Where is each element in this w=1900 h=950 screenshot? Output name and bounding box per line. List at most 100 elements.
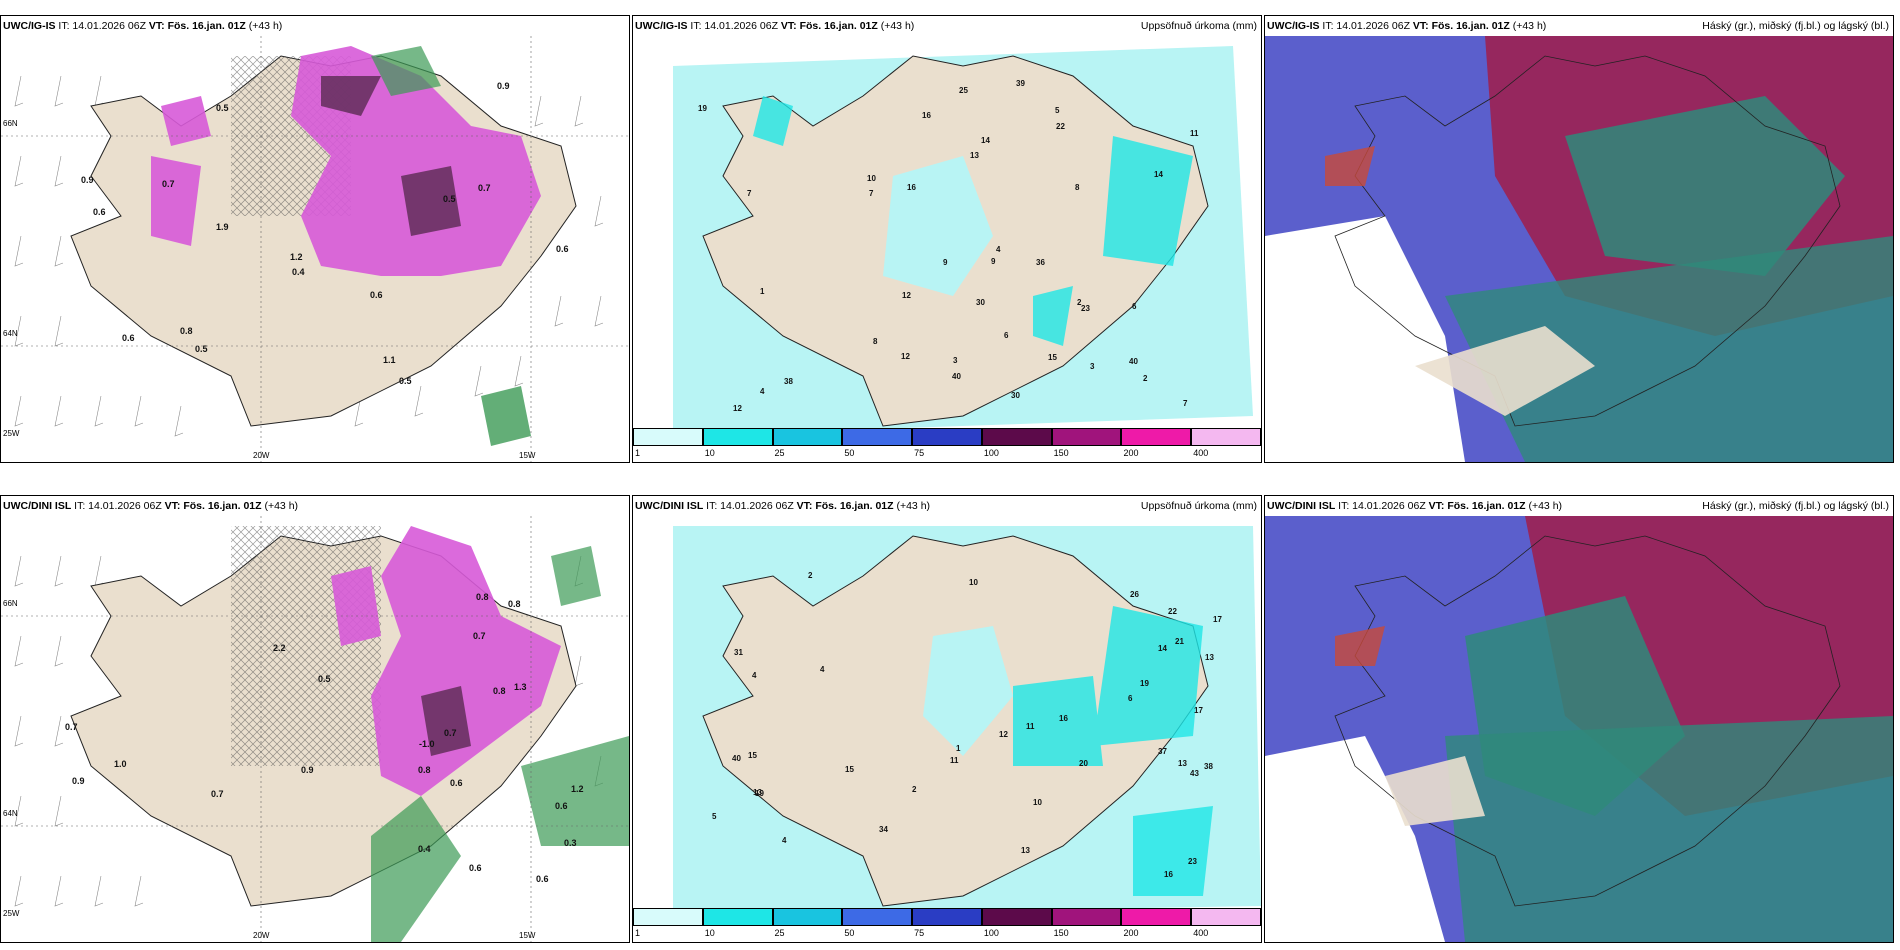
value-label: 16 [1059, 714, 1068, 723]
value-label: 0.9 [81, 175, 94, 185]
value-label: 31 [734, 648, 743, 657]
value-label: 0.6 [122, 333, 135, 343]
precip-map[interactable]: 4643016394053877122515102191119384036232… [633, 36, 1261, 462]
colorbar-tick-label: 50 [844, 928, 855, 938]
value-label: 11 [1190, 129, 1199, 138]
value-label: 10 [867, 174, 876, 183]
value-label: 2 [912, 785, 917, 794]
value-label: 0.6 [556, 244, 569, 254]
value-label: 37 [1158, 747, 1167, 756]
value-label: 17 [1194, 706, 1203, 715]
value-label: 0.5 [318, 674, 331, 684]
value-label: 0.9 [301, 765, 314, 775]
value-label: 0.5 [443, 194, 456, 204]
value-label: 0.7 [478, 183, 491, 193]
panel-header: UWC/IG-IS IT: 14.01.2026 06Z VT: Fös. 16… [633, 16, 1261, 36]
lat-label-66n: 66N [3, 119, 18, 128]
value-label: 0.7 [65, 722, 78, 732]
value-label: 1.1 [383, 355, 396, 365]
colorbar-tick-label: 150 [1053, 448, 1069, 458]
value-label: -1.0 [419, 739, 435, 749]
colorbar-tick-label: 10 [704, 928, 715, 938]
value-label: 0.8 [476, 592, 489, 602]
value-label: 0.9 [497, 81, 510, 91]
value-label: 30 [1011, 391, 1020, 400]
value-label: 8 [1075, 183, 1080, 192]
value-label: 15 [845, 765, 854, 774]
value-label: 9 [991, 257, 996, 266]
value-label: 6 [1132, 302, 1137, 311]
value-label: 3 [953, 356, 958, 365]
value-label: 11 [1026, 722, 1035, 731]
colorbar-tick-label: 400 [1193, 448, 1209, 458]
value-label: 23 [1081, 304, 1090, 313]
wind-map[interactable]: 0.8 1.2 0.8 0.6 0.4 0.7 1.3 0.5 0.3 0.6 0.7 -1.0 0.9… [1, 516, 629, 942]
value-label: 40 [732, 754, 741, 763]
colorbar-tick-label: 1 [635, 928, 641, 938]
colorbar-swatch [981, 908, 1052, 926]
value-label: 10 [969, 578, 978, 587]
colorbar-swatch [1051, 908, 1122, 926]
lat-label-64n: 64N [3, 329, 18, 338]
map-panel-wind-top: UWC/IG-IS IT: 14.01.2026 06Z VT: Fös. 16… [0, 15, 630, 463]
panel-header: UWC/IG-IS IT: 14.01.2026 06Z VT: Fös. 16… [1265, 16, 1893, 36]
colorbar-swatch [702, 908, 773, 926]
colorbar-tick-label: 150 [1053, 928, 1069, 938]
value-label: 13 [1205, 653, 1214, 662]
colorbar-tick-label: 200 [1123, 448, 1139, 458]
lon-label-20w: 20W [253, 931, 270, 940]
value-label: 1.2 [571, 784, 584, 794]
lat-label-25w: 25W [3, 429, 20, 438]
value-label: 0.6 [450, 778, 463, 788]
value-label: 7 [747, 189, 752, 198]
value-label: 26 [1130, 590, 1139, 599]
value-label: 0.7 [444, 728, 457, 738]
lon-label-15w: 15W [519, 931, 536, 940]
colorbar-tick-label: 25 [774, 448, 785, 458]
value-label: 43 [1190, 769, 1199, 778]
colorbar-swatch [1051, 428, 1122, 446]
value-label: 0.6 [555, 801, 568, 811]
value-label: 0.6 [370, 290, 383, 300]
colorbar-tick-label: 25 [774, 928, 785, 938]
value-label: 2 [1143, 374, 1148, 383]
value-label: 2 [808, 571, 813, 580]
colorbar-tick-label: 50 [844, 448, 855, 458]
value-label: 6 [1128, 694, 1133, 703]
value-label: 14 [981, 136, 990, 145]
colorbar-swatch [1121, 428, 1192, 446]
value-label: 0.8 [180, 326, 193, 336]
value-label: 13 [753, 788, 762, 797]
value-label: 36 [1036, 258, 1045, 267]
value-label: 16 [1164, 870, 1173, 879]
value-label: 5 [712, 812, 717, 821]
value-label: 16 [922, 111, 931, 120]
value-label: 7 [869, 189, 874, 198]
colorbar-swatch [842, 908, 913, 926]
colorbar-swatch [633, 428, 703, 446]
value-label: 16 [907, 183, 916, 192]
wind-map[interactable]: 0.50.50.80.7 0.71.10.61.90.40.50.60.91.20… [1, 36, 629, 462]
colorbar-tick-label: 100 [983, 448, 999, 458]
panel-header: UWC/DINI ISL IT: 14.01.2026 06Z VT: Fös.… [1, 496, 629, 516]
value-label: 2.2 [273, 643, 286, 653]
precip-map[interactable]: 4193134131716154210511133711384013192226… [633, 516, 1261, 942]
value-label: 30 [976, 298, 985, 307]
value-label: 19 [755, 789, 764, 798]
value-label: 10 [1033, 798, 1042, 807]
cloud-map[interactable] [1265, 36, 1893, 462]
value-label: 34 [879, 825, 888, 834]
colorbar-tick-label: 200 [1123, 928, 1139, 938]
colorbar-tick-label: 400 [1193, 928, 1209, 938]
value-label: 19 [1140, 679, 1149, 688]
value-label: 12 [901, 352, 910, 361]
value-label: 1 [760, 287, 765, 296]
value-label: 1.0 [114, 759, 127, 769]
value-label: 0.5 [399, 376, 412, 386]
precip-colorbar: 1 10 25 50 75 100 150 200 400 [633, 908, 1261, 942]
map-panel-wind-bottom: UWC/DINI ISL IT: 14.01.2026 06Z VT: Fös.… [0, 495, 630, 943]
value-label: 0.6 [469, 863, 482, 873]
value-label: 0.8 [418, 765, 431, 775]
cloud-map[interactable] [1265, 516, 1893, 942]
value-label: 12 [733, 404, 742, 413]
